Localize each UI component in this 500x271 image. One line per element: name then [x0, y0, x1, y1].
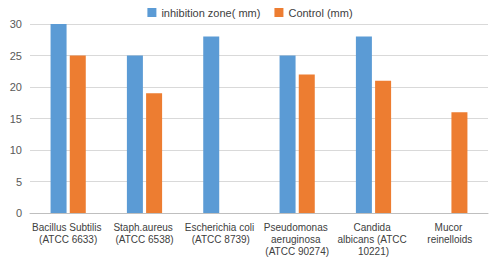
svg-text:Candida: Candida: [353, 222, 393, 233]
svg-text:Control (mm): Control (mm): [288, 7, 352, 19]
svg-text:Pseudomonas: Pseudomonas: [264, 222, 331, 233]
svg-text:albicans (ATCC: albicans (ATCC: [337, 234, 409, 245]
svg-text:(ATCC 8739): (ATCC 8739): [192, 234, 250, 245]
svg-text:15: 15: [10, 113, 22, 125]
svg-text:inhibition zone( mm): inhibition zone( mm): [161, 7, 260, 19]
svg-text:10221): 10221): [358, 246, 389, 257]
svg-text:10: 10: [10, 144, 22, 156]
svg-text:5: 5: [16, 176, 22, 188]
svg-text:Bacillus Subtilis: Bacillus Subtilis: [32, 222, 104, 233]
svg-text:25: 25: [10, 50, 22, 62]
svg-text:30: 30: [10, 18, 22, 30]
svg-text:(ATCC 90274): (ATCC 90274): [265, 246, 329, 257]
svg-text:aeruginosa: aeruginosa: [271, 234, 323, 245]
svg-text:reinelloids: reinelloids: [427, 234, 472, 245]
svg-text:(ATCC 6633): (ATCC 6633): [39, 234, 97, 245]
svg-text:(ATCC 6538): (ATCC 6538): [115, 234, 173, 245]
svg-text:Escherichia coli: Escherichia coli: [185, 222, 257, 233]
svg-text:20: 20: [10, 81, 22, 93]
svg-text:Staph.aureus: Staph.aureus: [113, 222, 175, 233]
svg-text:0: 0: [16, 207, 22, 219]
svg-text:Mucor: Mucor: [435, 222, 466, 233]
